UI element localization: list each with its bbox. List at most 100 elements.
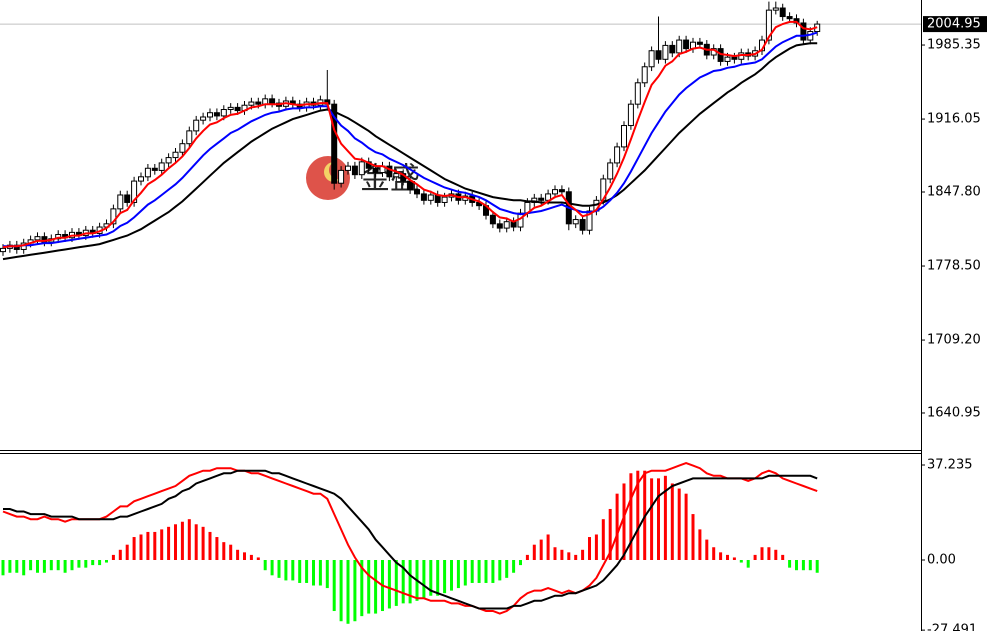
histogram-bar [305,559,309,583]
histogram-bar [781,554,785,560]
candle-body [358,161,365,176]
histogram-bar [387,559,391,609]
candle-body [800,22,807,41]
histogram-bar [519,559,522,566]
histogram-bar [505,559,509,578]
histogram-bar [29,559,33,571]
histogram-bar [194,524,198,560]
y-tick-label: 37.235 [927,458,973,473]
histogram-bar [243,552,246,560]
histogram-bar [332,559,336,612]
histogram-bar [160,529,164,560]
histogram-bar [608,508,612,560]
candle-body [621,125,627,148]
histogram-bar [298,559,302,583]
histogram-bar [546,534,550,560]
histogram-bar [187,519,191,560]
candle-body [655,50,662,60]
candle-body [552,189,558,195]
candle-body [441,196,448,203]
candle-body [172,151,179,159]
histogram-bar [394,559,398,606]
histogram-bar [443,559,447,594]
histogram-bar [760,547,764,560]
histogram-bar [429,559,433,596]
histogram-bar [256,557,260,560]
candle-body [786,16,793,20]
candle-body [186,130,193,145]
histogram-bar [532,544,536,560]
histogram-bar [498,559,502,581]
histogram-bar [284,559,288,581]
y-tick-label: 1709.20 [927,333,981,348]
histogram-bar [367,559,371,614]
candle-body [662,44,669,60]
histogram-bar [788,559,792,568]
histogram-bar [691,514,695,560]
candle-body [683,39,690,50]
histogram-bar [312,559,315,586]
candle-body [372,167,379,174]
candle-body [641,66,648,84]
histogram-bar [450,559,453,591]
histogram-bar [553,547,557,560]
candle-body [724,56,731,62]
histogram-bar [712,547,716,560]
histogram-bar [84,559,88,568]
candle-body [34,236,41,241]
histogram-bar [484,559,488,583]
histogram-bar [491,559,495,583]
y-tick-label: 1847.80 [927,184,981,199]
candle-body [386,165,393,178]
histogram-bar [49,559,53,571]
candle-body [779,7,786,18]
candle-body [607,162,614,180]
candle-body [110,208,117,225]
histogram-bar [815,559,819,573]
candle-body [538,197,545,201]
histogram-bar [705,539,709,560]
y-tick-label: 1985.35 [927,38,981,53]
candle-body [213,112,220,117]
histogram-bar [774,549,778,560]
histogram-bar [436,559,440,596]
candle-body [731,56,738,60]
histogram-bar [132,537,136,560]
histogram-bar [767,547,771,560]
histogram-bar [663,475,667,560]
histogram-bar [339,559,343,622]
candle-body [220,109,227,117]
histogram-bar [318,559,322,586]
histogram-bar [732,557,736,560]
macd-line [2,462,818,615]
candle-body [144,167,151,178]
candle-body [427,194,434,201]
histogram-bar [1,559,5,576]
candle-body [676,39,683,54]
histogram-bar [229,544,233,560]
y-tick-label: 1916.05 [927,112,981,127]
histogram-bar [684,493,688,560]
histogram-bar [753,554,757,560]
histogram-bar [174,524,177,560]
candle-body [151,167,158,171]
candle-body [269,98,276,104]
histogram-bar [539,539,543,560]
candle-body [345,165,351,171]
histogram-bar [146,531,150,560]
last-price-label: 2004.95 [927,17,981,32]
histogram-bar [98,559,102,566]
histogram-bar [477,559,481,583]
candle-body [227,106,234,111]
histogram-bar [636,470,640,560]
last-price-box [923,16,987,33]
y-tick-label: 1778.50 [927,259,981,274]
candle-body [489,214,496,225]
moving-average-line [3,31,818,248]
candle-body [531,197,538,203]
histogram-bar [8,559,12,573]
candle-body [579,219,586,231]
candle-body [351,165,358,176]
histogram-bar [574,554,578,560]
